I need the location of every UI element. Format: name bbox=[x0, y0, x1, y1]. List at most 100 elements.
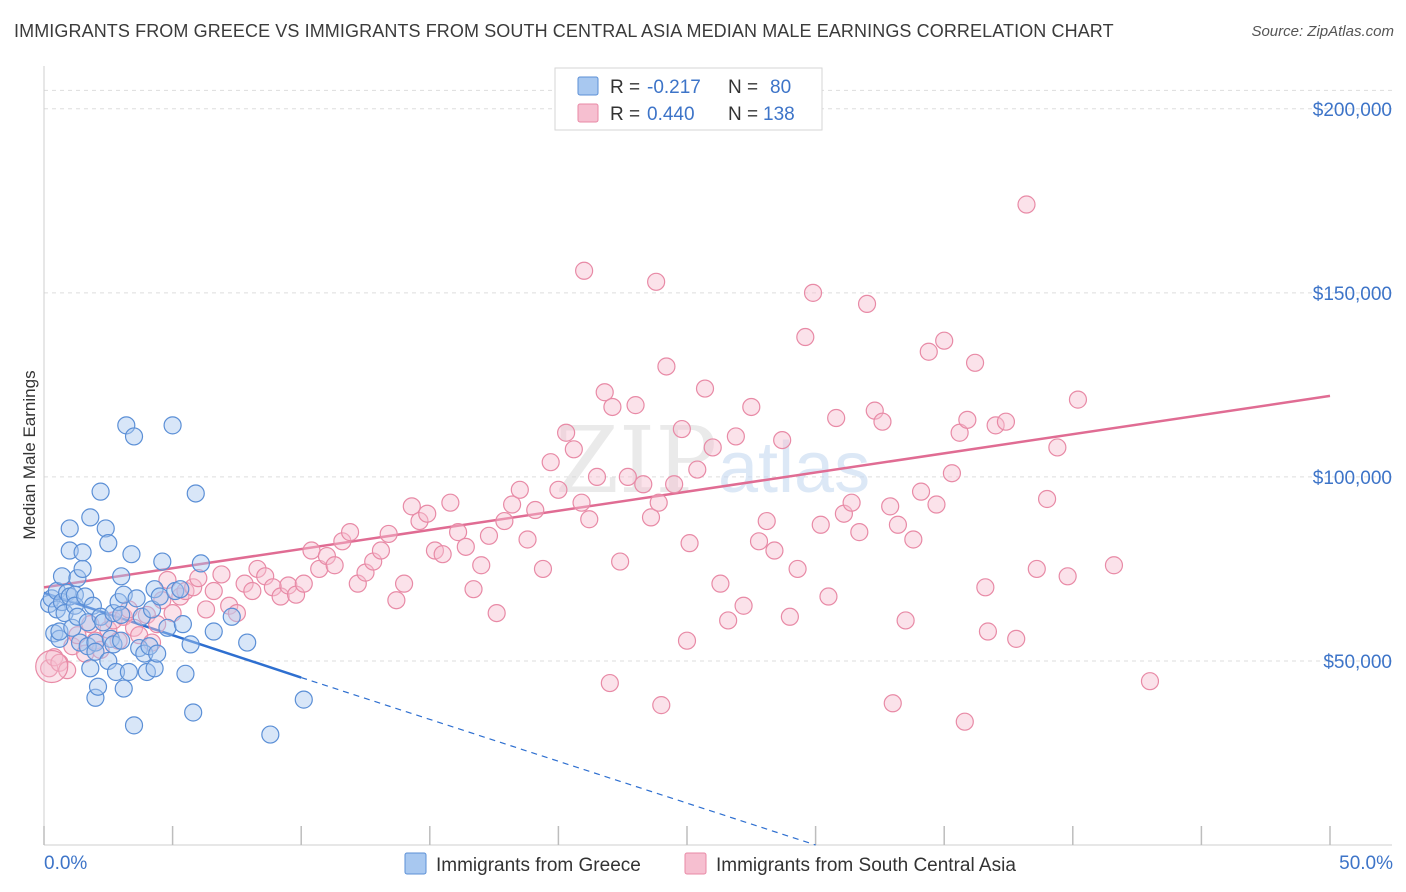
asia-point bbox=[317, 546, 337, 566]
asia-point bbox=[634, 475, 653, 494]
greece-point bbox=[222, 607, 241, 626]
greece-point bbox=[184, 703, 203, 722]
greece-point bbox=[261, 725, 280, 744]
greece-point bbox=[86, 642, 105, 661]
asia-point bbox=[472, 556, 491, 575]
asia-point bbox=[518, 530, 537, 549]
stats-swatch-asia bbox=[577, 103, 599, 123]
greece-point bbox=[119, 662, 138, 682]
asia-point bbox=[456, 537, 475, 556]
asia-point bbox=[1017, 195, 1036, 214]
greece-point bbox=[81, 659, 100, 678]
asia-point bbox=[842, 493, 861, 512]
greece-point bbox=[68, 607, 87, 626]
asia-point bbox=[803, 283, 823, 302]
greece-point bbox=[163, 416, 182, 435]
asia-point bbox=[235, 574, 254, 593]
asia-point bbox=[881, 497, 900, 516]
asia-point bbox=[811, 515, 830, 534]
greece-point bbox=[68, 569, 87, 588]
asia-point bbox=[657, 357, 676, 376]
asia-point bbox=[40, 659, 59, 678]
y-tick-label: $200,000 bbox=[1313, 100, 1392, 121]
legend-label-asia: Immigrants from South Central Asia bbox=[716, 855, 1016, 876]
greece-point bbox=[176, 664, 195, 683]
asia-point bbox=[595, 383, 614, 402]
greece-point bbox=[86, 633, 105, 652]
stats-n-label-greece: N = bbox=[728, 77, 758, 98]
asia-point bbox=[896, 611, 915, 630]
asia-point bbox=[564, 440, 583, 459]
asia-point bbox=[1007, 629, 1026, 648]
asia-point bbox=[212, 565, 231, 584]
asia-point bbox=[279, 576, 298, 595]
greece-point bbox=[76, 587, 95, 606]
asia-point bbox=[672, 419, 691, 439]
greece-point bbox=[191, 554, 210, 573]
greece-point bbox=[145, 659, 164, 678]
asia-point bbox=[575, 261, 594, 280]
asia-point bbox=[487, 603, 506, 623]
stats-r-value-asia: 0.440 bbox=[647, 104, 695, 125]
asia-point bbox=[495, 511, 514, 531]
greece-point bbox=[127, 589, 146, 608]
stats-r-label-asia: R = bbox=[610, 104, 640, 125]
greece-point bbox=[86, 688, 105, 707]
greece-point bbox=[106, 662, 126, 682]
y-tick-label: $100,000 bbox=[1313, 468, 1392, 489]
asia-point bbox=[1027, 559, 1046, 579]
asia-point bbox=[1068, 390, 1088, 409]
asia-point bbox=[387, 591, 406, 610]
asia-point bbox=[850, 523, 869, 542]
chart-title: IMMIGRANTS FROM GREECE VS IMMIGRANTS FRO… bbox=[14, 21, 1114, 41]
asia-point bbox=[626, 396, 645, 415]
asia-point bbox=[549, 480, 568, 499]
asia-point bbox=[649, 493, 668, 512]
asia-point bbox=[243, 581, 262, 601]
series-legend: Immigrants from Greece Immigrants from S… bbox=[404, 852, 1016, 876]
asia-point bbox=[773, 430, 792, 450]
asia-point bbox=[402, 497, 421, 516]
asia-point bbox=[220, 596, 239, 615]
asia-point bbox=[857, 294, 877, 313]
greece-point bbox=[294, 690, 313, 709]
asia-point bbox=[942, 464, 962, 483]
asia-point bbox=[1058, 567, 1077, 586]
asia-point bbox=[927, 495, 946, 514]
stats-n-value-greece: 80 bbox=[770, 77, 791, 98]
asia-point bbox=[652, 696, 671, 715]
greece-point bbox=[122, 545, 141, 564]
watermark-zip: ZIP bbox=[555, 407, 717, 514]
y-tick-label: $150,000 bbox=[1313, 284, 1392, 305]
asia-point bbox=[742, 397, 761, 417]
asia-point bbox=[533, 559, 553, 579]
asia-point bbox=[333, 532, 352, 551]
asia-point bbox=[541, 453, 560, 472]
trend-line-asia bbox=[43, 394, 1331, 589]
x-tick-labels: 0.0% 50.0% bbox=[44, 853, 1393, 874]
asia-point bbox=[958, 410, 977, 429]
greece-point bbox=[158, 618, 177, 637]
greece-point bbox=[88, 677, 108, 696]
asia-point bbox=[976, 578, 995, 597]
greece-point bbox=[148, 644, 167, 663]
asia-point bbox=[325, 556, 344, 575]
asia-point bbox=[189, 569, 208, 588]
asia-point bbox=[248, 559, 267, 579]
greece-point bbox=[114, 679, 133, 698]
asia-point bbox=[510, 480, 529, 499]
asia-point bbox=[379, 524, 398, 544]
asia-point bbox=[196, 600, 216, 619]
asia-point bbox=[371, 541, 391, 560]
y-tick-label: $50,000 bbox=[1323, 652, 1392, 673]
asia-point bbox=[611, 552, 630, 571]
asia-point bbox=[726, 427, 745, 446]
asia-point bbox=[904, 530, 923, 549]
asia-point bbox=[418, 504, 437, 523]
asia-point bbox=[618, 467, 637, 487]
greece-point bbox=[112, 567, 131, 586]
greece-point bbox=[186, 484, 205, 503]
trend-line-greece-extension bbox=[301, 676, 816, 846]
asia-point bbox=[883, 694, 902, 713]
asia-point bbox=[688, 460, 707, 479]
